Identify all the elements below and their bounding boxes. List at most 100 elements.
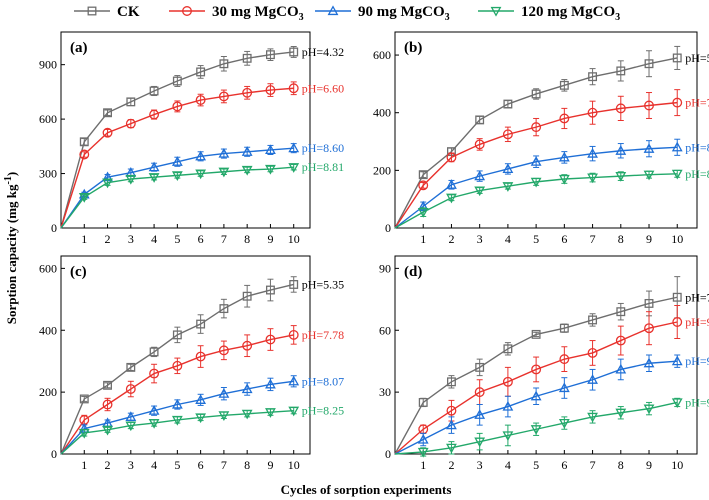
panel-c-series-30-mg-mgco3-point <box>102 399 113 410</box>
panel-c-xtick-label: 8 <box>244 458 250 472</box>
panel-d-series-120-mg-mgco3-point <box>530 425 542 435</box>
panel-c-series-120-mg-mgco3-point <box>102 425 113 436</box>
legend-label-90-mg-mgco3: 90 mg MgCO3 <box>358 4 450 23</box>
legend-label-ck: CK <box>117 4 140 20</box>
legend: CK 30 mg MgCO3 90 mg MgCO3 120 mg MgCO3 <box>74 4 620 23</box>
panel-c-series-ck-point <box>172 330 182 340</box>
panel-a-series-120-mg-mgco3-point <box>195 169 207 180</box>
panel-a-series-ck-point <box>172 76 182 86</box>
panel-c-xtick-label: 3 <box>128 458 134 472</box>
panel-d-series-30-mg-mgco3-point <box>446 405 457 416</box>
panel-a-series-120-mg-mgco3-point <box>171 171 183 182</box>
panel-c-xtick-label: 10 <box>288 458 300 472</box>
panel-b-series-30-mg-mgco3: pH=7.72 <box>394 89 709 229</box>
panel-d-series-ck-point <box>616 307 626 317</box>
panel-c-series-120-mg-mgco3-point <box>265 408 276 418</box>
panel-b-xtick-label: 5 <box>533 232 539 246</box>
panel-b-series-ck-point <box>559 80 569 90</box>
panel-b-series-90-mg-mgco3-point <box>530 156 542 166</box>
panel-b-xtick-label: 10 <box>671 232 683 246</box>
panel-d-series-90-mg-mgco3-point <box>615 363 627 374</box>
panel-d-series-120-mg-mgco3-ph-label: pH=9.67 <box>685 395 709 409</box>
panel-d-series-30-mg-mgco3-point <box>672 317 683 327</box>
legend-marker-90-mg-mgco3 <box>327 5 339 16</box>
legend-item-30-mg-mgco3: 30 mg MgCO3 <box>169 4 304 23</box>
panel-c-series-120-mg-mgco3-point <box>148 418 160 429</box>
panel-a-series-ck-ph-label: pH=4.32 <box>302 45 344 59</box>
panel-d-series-120-mg-mgco3-point <box>474 437 486 448</box>
panel-b-series-90-mg-mgco3-point <box>502 163 514 174</box>
panel-a-series-120-mg-mgco3-point <box>218 167 230 178</box>
panel-a-ytick-label: 900 <box>39 58 57 72</box>
panel-a-series-120-mg-mgco3-point <box>288 163 300 173</box>
panel-b-series-120-mg-mgco3-point <box>446 193 457 204</box>
panel-b-series-30-mg-mgco3-ph-label: pH=7.72 <box>685 96 709 110</box>
panel-d-series-ck-point <box>588 315 598 325</box>
panel-c-series-120-mg-mgco3-ph-label: pH=8.25 <box>302 404 344 418</box>
panel-d-xtick-label: 6 <box>561 458 567 472</box>
y-axis-title-superscript: -1 <box>3 176 14 184</box>
panel-c-series-120-mg-mgco3-point <box>78 428 90 439</box>
panel-a-series-120-mg-mgco3-point <box>78 193 90 203</box>
panel-d-series-90-mg-mgco3-point <box>446 419 457 430</box>
panel-c-xtick-label: 7 <box>221 458 227 472</box>
panel-c-series-ck-point <box>126 362 136 372</box>
panel-b-series-30-mg-mgco3-point <box>615 103 626 114</box>
x-axis-title: Cycles of sorption experiments <box>281 482 452 497</box>
panel-b-series-90-mg-mgco3-point <box>615 145 627 155</box>
panel-a-xtick-label: 8 <box>244 232 250 246</box>
panel-c-series-30-mg-mgco3-point <box>195 351 206 362</box>
panel-c-xtick-label: 2 <box>105 458 111 472</box>
panel-b-xtick-label: 7 <box>590 232 596 246</box>
panel-c-series-120-mg-mgco3-point <box>195 413 207 424</box>
panel-a-series-30-mg-mgco3-point <box>265 85 276 96</box>
panel-b-series-120-mg-mgco3-point <box>558 174 570 185</box>
panel-c-series-30-mg-mgco3-point <box>288 329 299 340</box>
panel-b-frame <box>394 31 698 229</box>
panel-b-series-90-mg-mgco3-point <box>558 151 570 162</box>
panel-b-series-120-mg-mgco3-point <box>671 169 683 180</box>
panel-a-series-90-mg-mgco3-point <box>148 161 160 172</box>
panel-d-series-ck-point <box>531 329 541 339</box>
panel-b-xtick-label: 4 <box>505 232 511 246</box>
panel-c-series-ck: pH=5.35 <box>60 276 344 455</box>
panel-a-xtick-label: 1 <box>81 232 87 246</box>
panel-d-series-120-mg-mgco3-point <box>446 443 457 454</box>
panel-c-series-ck-point <box>79 394 89 404</box>
panel-d-label: (d) <box>404 264 422 280</box>
panel-a-series-30-mg-mgco3-point <box>242 87 253 98</box>
panel-b-series-ck-point <box>672 53 682 63</box>
panel-d-series-30-mg-mgco3-point <box>502 376 513 387</box>
panel-d-series-120-mg-mgco3-point <box>615 408 627 419</box>
legend-marker-ck <box>87 6 97 16</box>
y-axis-title: Sorption capacity (mg kg-1) <box>3 172 19 324</box>
panel-d-series-ck-point <box>475 362 485 372</box>
legend-marker-30-mg-mgco3 <box>182 6 192 16</box>
panel-b-series-ck-point <box>588 72 598 82</box>
panel-a-xtick-label: 4 <box>151 232 157 246</box>
panel-b-series-120-mg-mgco3-point <box>587 173 598 184</box>
panel-a-series-90-mg-mgco3-point <box>288 142 300 153</box>
panel-a-series-30-mg-mgco3-point <box>149 109 160 120</box>
panel-b-series-30-mg-mgco3-point <box>446 152 457 163</box>
panel-b-series-ck-point <box>418 170 428 180</box>
panel-b-series-90-mg-mgco3-point <box>446 179 457 189</box>
y-axis-title-close: ) <box>4 172 19 176</box>
panel-d-series-30-mg-mgco3-ph-label: pH=9.38 <box>685 315 709 329</box>
panel-c-xtick-label: 6 <box>198 458 204 472</box>
panel-b-series-90-mg-mgco3-ph-label: pH=8.19 <box>685 140 709 154</box>
panel-a-xtick-label: 10 <box>288 232 300 246</box>
panel-a-series-120-mg-mgco3-point <box>125 174 137 185</box>
panel-c-xtick-label: 9 <box>267 458 273 472</box>
panel-b-xtick-label: 3 <box>477 232 483 246</box>
panel-c-xtick-label: 5 <box>174 458 180 472</box>
panel-a-xtick-label: 5 <box>174 232 180 246</box>
panel-c-series-ck-point <box>289 280 299 289</box>
panel-b-xtick-label: 9 <box>646 232 652 246</box>
panel-c-series-90-mg-mgco3-point <box>265 378 276 389</box>
panel-b-series-ck-point <box>616 66 626 76</box>
panel-a-series-ck-point <box>219 59 229 69</box>
panel-a-series-90-mg-mgco3-point <box>241 146 253 156</box>
panel-d-xtick-label: 10 <box>671 458 683 472</box>
